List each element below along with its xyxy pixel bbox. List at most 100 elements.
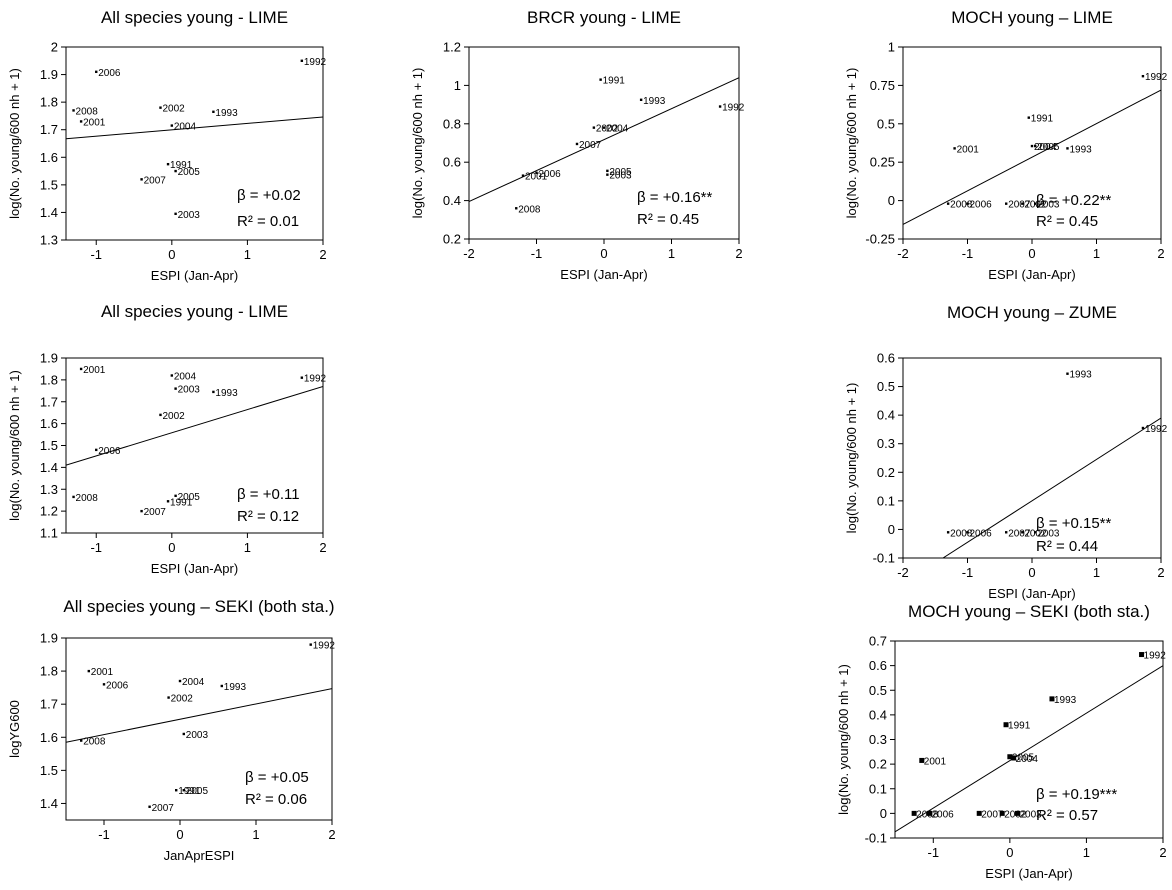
beta-annotation: β = +0.15** [1036,515,1112,532]
data-point [175,789,178,792]
data-point [919,757,925,763]
point-label: 2008 [83,737,106,748]
y-axis-label: log(No. young/600 nh + 1) [844,383,859,534]
point-label: 2007 [579,140,602,151]
x-axis-label: ESPI (Jan-Apr) [988,267,1075,282]
x-tick-label: 1 [252,827,259,842]
y-tick-label: 0.4 [869,707,887,722]
y-tick-label: 1.2 [40,504,58,519]
x-tick-label: 1 [244,247,251,262]
x-tick-label: 0 [1006,845,1013,860]
point-label: 2004 [182,677,205,688]
point-label: 2003 [1037,528,1060,539]
x-axis-label: ESPI (Jan-Apr) [988,586,1075,601]
point-label: 1992 [304,57,327,68]
y-tick-label: 1.2 [443,40,461,55]
data-point [1011,755,1017,761]
data-point [1141,426,1145,430]
x-tick-label: -2 [897,246,909,261]
data-point [575,142,579,146]
data-point [1034,202,1037,205]
trend-line [66,116,323,140]
data-point [1049,696,1055,702]
data-point [639,98,643,101]
point-label: 2004 [174,122,197,133]
y-axis-label: log(No. young/600 nh + 1) [836,664,851,815]
data-point [911,810,917,816]
x-tick-label: 0 [600,246,607,261]
point-label: 2001 [83,365,106,376]
point-label: 1993 [215,388,238,399]
point-label: 2007 [144,175,167,186]
y-axis-label: log(No. young/600 nh + 1) [844,68,859,219]
x-tick-label: 2 [1159,845,1166,860]
y-tick-label: 1.5 [40,177,58,192]
data-point [606,173,609,176]
trend-line [66,385,323,466]
x-tick-label: 0 [168,540,175,555]
point-label: 2005 [186,786,209,797]
y-tick-label: 0.8 [443,116,461,131]
point-label: 1993 [643,96,666,107]
data-point [966,531,969,534]
x-tick-label: -2 [897,565,909,580]
point-label: 1992 [722,103,745,114]
x-axis-label: ESPI (Jan-Apr) [985,866,1072,881]
plot-frame [65,637,333,821]
trend-line [942,417,1161,558]
data-point [174,387,177,390]
r-squared-annotation: R² = 0.45 [1036,213,1098,230]
data-point [1066,372,1069,375]
y-tick-label: 0.5 [877,116,895,131]
beta-annotation: β = +0.11 [237,486,300,503]
chart-title: All species young – SEKI (both sta.) [63,597,334,616]
data-point [535,171,538,174]
y-tick-label: 1 [888,40,895,55]
x-tick-label: 2 [1157,565,1164,580]
x-tick-label: 2 [735,246,742,261]
y-tick-label: 0.4 [877,408,895,423]
point-label: 1991 [178,786,201,797]
y-tick-label: 1.4 [40,796,58,811]
y-tick-label: 1.9 [40,67,58,82]
y-tick-label: 1.1 [40,526,58,541]
point-label: 2002 [596,124,619,135]
data-point [87,669,90,673]
data-point [170,374,174,377]
point-label: 1993 [1069,370,1092,381]
x-tick-label: -1 [928,845,940,860]
y-tick-label: 0.6 [443,155,461,170]
y-tick-label: 1.3 [40,233,58,248]
y-tick-label: 1.9 [40,631,58,646]
x-tick-label: -1 [962,246,974,261]
y-tick-label: 1.4 [40,460,58,475]
x-tick-label: 0 [1028,246,1035,261]
y-tick-label: 0 [888,522,895,537]
data-point [1007,754,1013,760]
chart-6: All species young – SEKI (both sta.) 1.4 1… [7,597,336,863]
y-tick-label: 0.2 [877,465,895,480]
data-point [999,810,1005,816]
r-squared-annotation: R² = 0.45 [637,211,699,228]
chart-2: BRCR young - LIME 0.2 0.4 0.6 0.8 1 1.2 -2 -1 0 1 2… [410,8,745,282]
x-axis-label: JanAprESPI [164,848,235,863]
x-tick-label: 1 [1083,845,1090,860]
data-point [174,212,177,216]
r-squared-annotation: R² = 0.12 [237,508,299,525]
point-label: 2005 [178,167,201,178]
point-label: 2007 [144,507,167,518]
data-point [1030,144,1034,148]
y-tick-label: 0.6 [877,351,895,366]
y-tick-label: 0.75 [870,78,895,93]
beta-annotation: β = +0.22** [1036,192,1112,209]
y-tick-label: 0.3 [877,436,895,451]
point-label: 2005 [1012,753,1035,764]
point-label: 2002 [162,411,185,422]
chart-1: All species young - LIME 1.3 1.4 1.5 1.6 1.7 1… [7,8,327,283]
trend-line [895,665,1163,833]
data-point [80,739,83,742]
point-label: 2004 [606,124,629,135]
y-tick-label: 1.3 [40,482,58,497]
data-point [1005,202,1008,205]
y-axis-label: log(No. young/600 nh + 1) [7,370,22,521]
